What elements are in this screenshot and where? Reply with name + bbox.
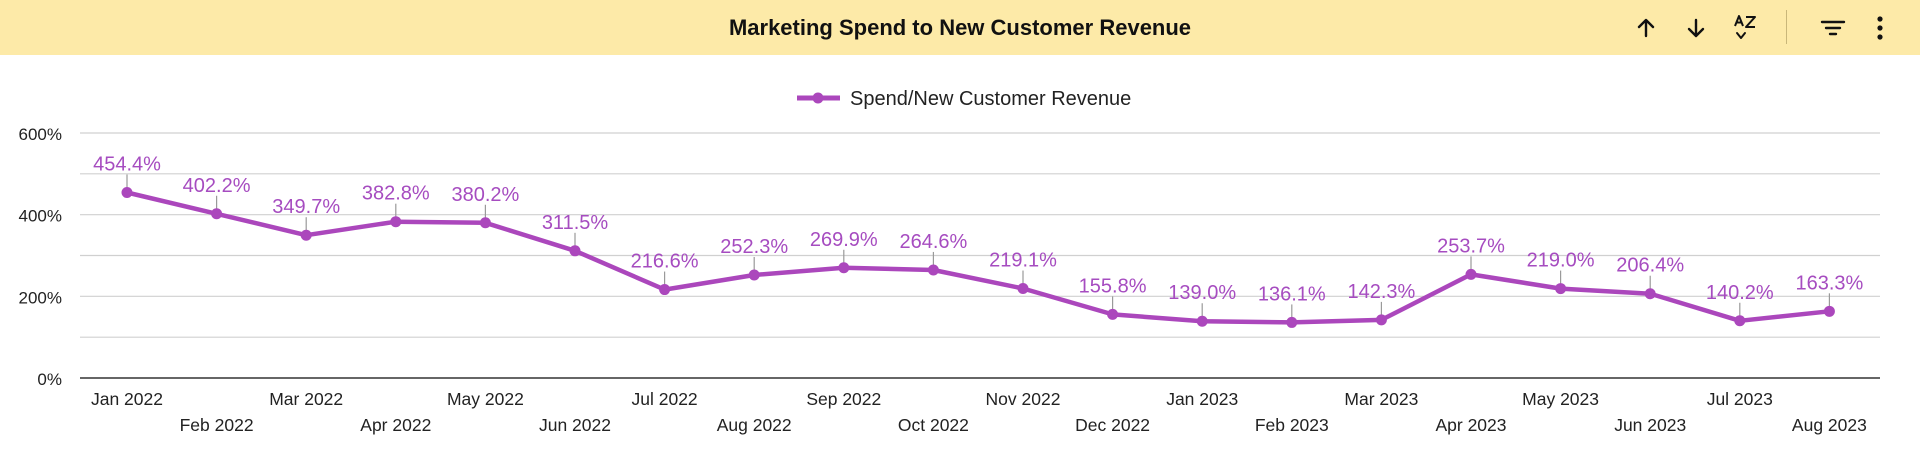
y-tick-label: 200% (19, 288, 62, 307)
data-point (838, 262, 850, 274)
legend-label: Spend/New Customer Revenue (850, 88, 1131, 110)
toolbar-divider (1786, 10, 1787, 44)
data-label: 253.7% (1437, 235, 1505, 257)
filter-icon[interactable] (1815, 10, 1851, 46)
data-label: 142.3% (1347, 281, 1415, 303)
legend: Spend/New Customer Revenue (797, 88, 1131, 110)
data-point (1644, 288, 1656, 300)
data-label: 155.8% (1079, 275, 1147, 297)
data-point (1555, 283, 1567, 295)
data-label: 252.3% (720, 236, 788, 258)
y-tick-label: 400% (19, 207, 62, 226)
x-tick-label: Sep 2022 (806, 389, 881, 409)
data-point (479, 217, 491, 229)
data-label: 219.0% (1527, 250, 1595, 272)
data-point (748, 269, 760, 281)
data-label: 349.7% (272, 196, 340, 218)
x-tick-label: Apr 2022 (360, 415, 431, 435)
data-point (1196, 315, 1208, 327)
data-label: 163.3% (1795, 272, 1863, 294)
sort-alpha-icon[interactable] (1728, 10, 1764, 46)
data-point (1375, 314, 1387, 326)
more-vert-icon[interactable] (1862, 10, 1898, 46)
data-point (927, 264, 939, 276)
x-tick-label: Mar 2022 (269, 389, 343, 409)
x-tick-label: Nov 2022 (986, 389, 1061, 409)
data-label: 269.9% (810, 229, 878, 251)
data-label: 216.6% (631, 251, 699, 273)
data-label: 139.0% (1168, 282, 1236, 304)
data-point (1465, 268, 1477, 280)
x-tick-label: Aug 2023 (1792, 415, 1867, 435)
data-label: 136.1% (1258, 283, 1326, 305)
x-tick-label: Feb 2022 (180, 415, 254, 435)
x-tick-label: Jul 2022 (632, 389, 698, 409)
chart-title: Marketing Spend to New Customer Revenue (728, 15, 1192, 40)
sort-ascending-icon[interactable] (1628, 10, 1664, 46)
x-tick-label: Jan 2023 (1166, 389, 1238, 409)
data-label: 140.2% (1706, 282, 1774, 304)
data-label: 206.4% (1616, 255, 1684, 277)
x-tick-label: Jun 2022 (539, 415, 611, 435)
x-tick-label: Jun 2023 (1614, 415, 1686, 435)
x-tick-label: Oct 2022 (898, 415, 969, 435)
data-label: 382.8% (362, 183, 430, 205)
x-tick-label: Apr 2023 (1435, 415, 1506, 435)
x-tick-label: May 2022 (447, 389, 524, 409)
data-point (1823, 305, 1835, 317)
data-point (390, 216, 402, 228)
data-point (211, 208, 223, 220)
x-tick-label: Dec 2022 (1075, 415, 1150, 435)
data-label: 264.6% (899, 231, 967, 253)
data-label: 402.2% (183, 175, 251, 197)
data-point (121, 186, 133, 198)
x-tick-label: Jan 2022 (91, 389, 163, 409)
legend-marker (812, 92, 824, 104)
x-tick-label: Feb 2023 (1255, 415, 1329, 435)
x-tick-label: May 2023 (1522, 389, 1599, 409)
data-label: 311.5% (542, 212, 609, 234)
data-point (300, 229, 312, 241)
line-chart: Spend/New Customer Revenue 0% 200% 400% 600… (19, 88, 1880, 435)
data-point (1734, 315, 1746, 327)
data-point (1107, 308, 1119, 320)
x-tick-label: Aug 2022 (717, 415, 792, 435)
y-tick-label: 0% (37, 370, 62, 389)
x-tick-label: Jul 2023 (1707, 389, 1773, 409)
data-label: 219.1% (989, 250, 1057, 272)
y-tick-label: 600% (19, 125, 62, 144)
data-point (569, 245, 581, 257)
x-tick-label: Mar 2023 (1344, 389, 1418, 409)
data-point (659, 284, 671, 296)
data-label: 454.4% (93, 153, 161, 175)
sort-descending-icon[interactable] (1678, 10, 1714, 46)
data-point (1286, 316, 1298, 328)
data-point (1017, 283, 1029, 295)
series-line (124, 190, 1832, 325)
chart-header: Marketing Spend to New Customer Revenue (0, 0, 1920, 55)
data-label: 380.2% (451, 184, 519, 206)
